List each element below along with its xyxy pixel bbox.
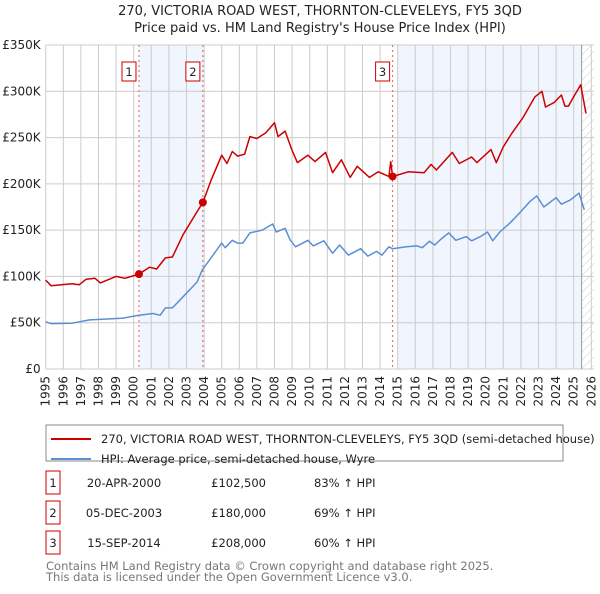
- y-tick-label: £0: [25, 362, 40, 376]
- sale-date: 15-SEP-2014: [87, 536, 160, 550]
- x-tick-label: 1998: [92, 376, 106, 407]
- x-tick-label: 2026: [584, 376, 598, 407]
- y-tick-label: £50K: [10, 316, 42, 330]
- sales-table: 1 20-APR-2000 £102,500 83% ↑ HPI 2 05-DEC-200…: [45, 470, 375, 555]
- table-row: 1 20-APR-2000 £102,500 83% ↑ HPI: [45, 470, 375, 495]
- series-lines: [45, 84, 587, 325]
- legend-label-hpi: HPI: Average price, semi-detached house,…: [101, 452, 375, 466]
- x-tick-label: 2010: [303, 376, 317, 407]
- x-tick-label: 2012: [338, 376, 352, 407]
- sale-point: [134, 270, 143, 279]
- x-tick-label: 2005: [215, 376, 229, 407]
- y-tick-label: £350K: [2, 38, 42, 52]
- x-tick-label: 2022: [514, 376, 528, 407]
- shaded-regions: [45, 45, 594, 369]
- sale-price: £208,000: [211, 536, 266, 550]
- x-tick-label: 2014: [373, 376, 387, 407]
- x-tick-label: 2025: [567, 376, 581, 407]
- footer-line-1: Contains HM Land Registry data © Crown c…: [46, 559, 493, 573]
- y-tick-label: £100K: [2, 269, 42, 283]
- x-tick-label: 1999: [109, 376, 123, 407]
- table-row: 2 05-DEC-2003 £180,000 69% ↑ HPI: [45, 500, 375, 525]
- sale-number-box: [45, 500, 61, 525]
- x-tick-label: 2015: [391, 376, 405, 407]
- table-row: 3 15-SEP-2014 £208,000 60% ↑ HPI: [45, 530, 375, 555]
- x-tick-label: 2011: [320, 376, 334, 407]
- footer-line-2: This data is licensed under the Open Gov…: [45, 570, 412, 584]
- x-tick-label: 2023: [532, 376, 546, 407]
- sale-marker-box: [375, 61, 391, 82]
- x-tick-label: 2003: [180, 376, 194, 407]
- x-tick-label: 2008: [268, 376, 282, 407]
- sale-markers: 1 2 3: [121, 45, 397, 369]
- x-tick-label: 2007: [250, 376, 264, 407]
- x-tick-label: 2004: [197, 376, 211, 407]
- sale-number-box: [45, 470, 61, 495]
- sale-marker-label: 1: [125, 65, 132, 79]
- property-price-line: [45, 84, 587, 287]
- legend-label-property: 270, VICTORIA ROAD WEST, THORNTON-CLEVEL…: [101, 432, 595, 446]
- sale-number: 1: [49, 476, 56, 490]
- x-tick-label: 2018: [444, 376, 458, 407]
- legend: 270, VICTORIA ROAD WEST, THORNTON-CLEVEL…: [45, 424, 595, 466]
- sale-hpi-change: 60% ↑ HPI: [314, 536, 375, 550]
- x-tick-label: 1997: [74, 376, 88, 407]
- y-tick-label: £250K: [2, 131, 42, 145]
- x-tick-label: 2024: [549, 376, 563, 407]
- hpi-line: [45, 192, 586, 325]
- sale-marker-box: [121, 61, 137, 82]
- sale-marker-box: [185, 61, 201, 82]
- x-tick-label: 2000: [127, 376, 141, 407]
- y-axis: £0 £50K £100K £150K £200K £250K £300K £350K: [2, 38, 42, 376]
- sale-marker-label: 3: [379, 65, 386, 79]
- y-tick-label: £150K: [2, 223, 42, 237]
- x-tick-label: 2009: [285, 376, 299, 407]
- sale-date: 05-DEC-2003: [86, 506, 162, 520]
- sale-price: £180,000: [211, 506, 266, 520]
- x-tick-label: 1995: [39, 376, 53, 407]
- sale-point: [388, 172, 397, 181]
- chart-title: 270, VICTORIA ROAD WEST, THORNTON-CLEVEL…: [118, 4, 522, 19]
- sale-date: 20-APR-2000: [87, 476, 161, 490]
- shaded-period: [397, 45, 582, 369]
- x-tick-label: 2002: [162, 376, 176, 407]
- x-tick-label: 2019: [461, 376, 475, 407]
- x-tick-label: 2016: [408, 376, 422, 407]
- sale-number: 2: [49, 506, 56, 520]
- x-tick-label: 2006: [232, 376, 246, 407]
- y-tick-label: £200K: [2, 177, 42, 191]
- sale-point: [198, 198, 207, 207]
- x-tick-label: 1996: [56, 376, 70, 407]
- x-tick-label: 2013: [356, 376, 370, 407]
- x-tick-label: 2017: [426, 376, 440, 407]
- x-tick-label: 2021: [496, 376, 510, 407]
- sale-number: 3: [49, 536, 56, 550]
- sale-hpi-change: 69% ↑ HPI: [314, 506, 375, 520]
- x-axis: 1995 1996 1997 1998 1999 2000 2001 2002 2003 2004…: [39, 376, 599, 407]
- x-tick-label: 2001: [144, 376, 158, 407]
- chart-subtitle: Price paid vs. HM Land Registry's House …: [134, 21, 506, 36]
- x-tick-label: 2020: [479, 376, 493, 407]
- sale-number-box: [45, 530, 61, 555]
- y-tick-label: £300K: [2, 84, 42, 98]
- sale-price: £102,500: [211, 476, 266, 490]
- shaded-period: [138, 45, 203, 369]
- sale-hpi-change: 83% ↑ HPI: [314, 476, 375, 490]
- sale-marker-label: 2: [189, 65, 196, 79]
